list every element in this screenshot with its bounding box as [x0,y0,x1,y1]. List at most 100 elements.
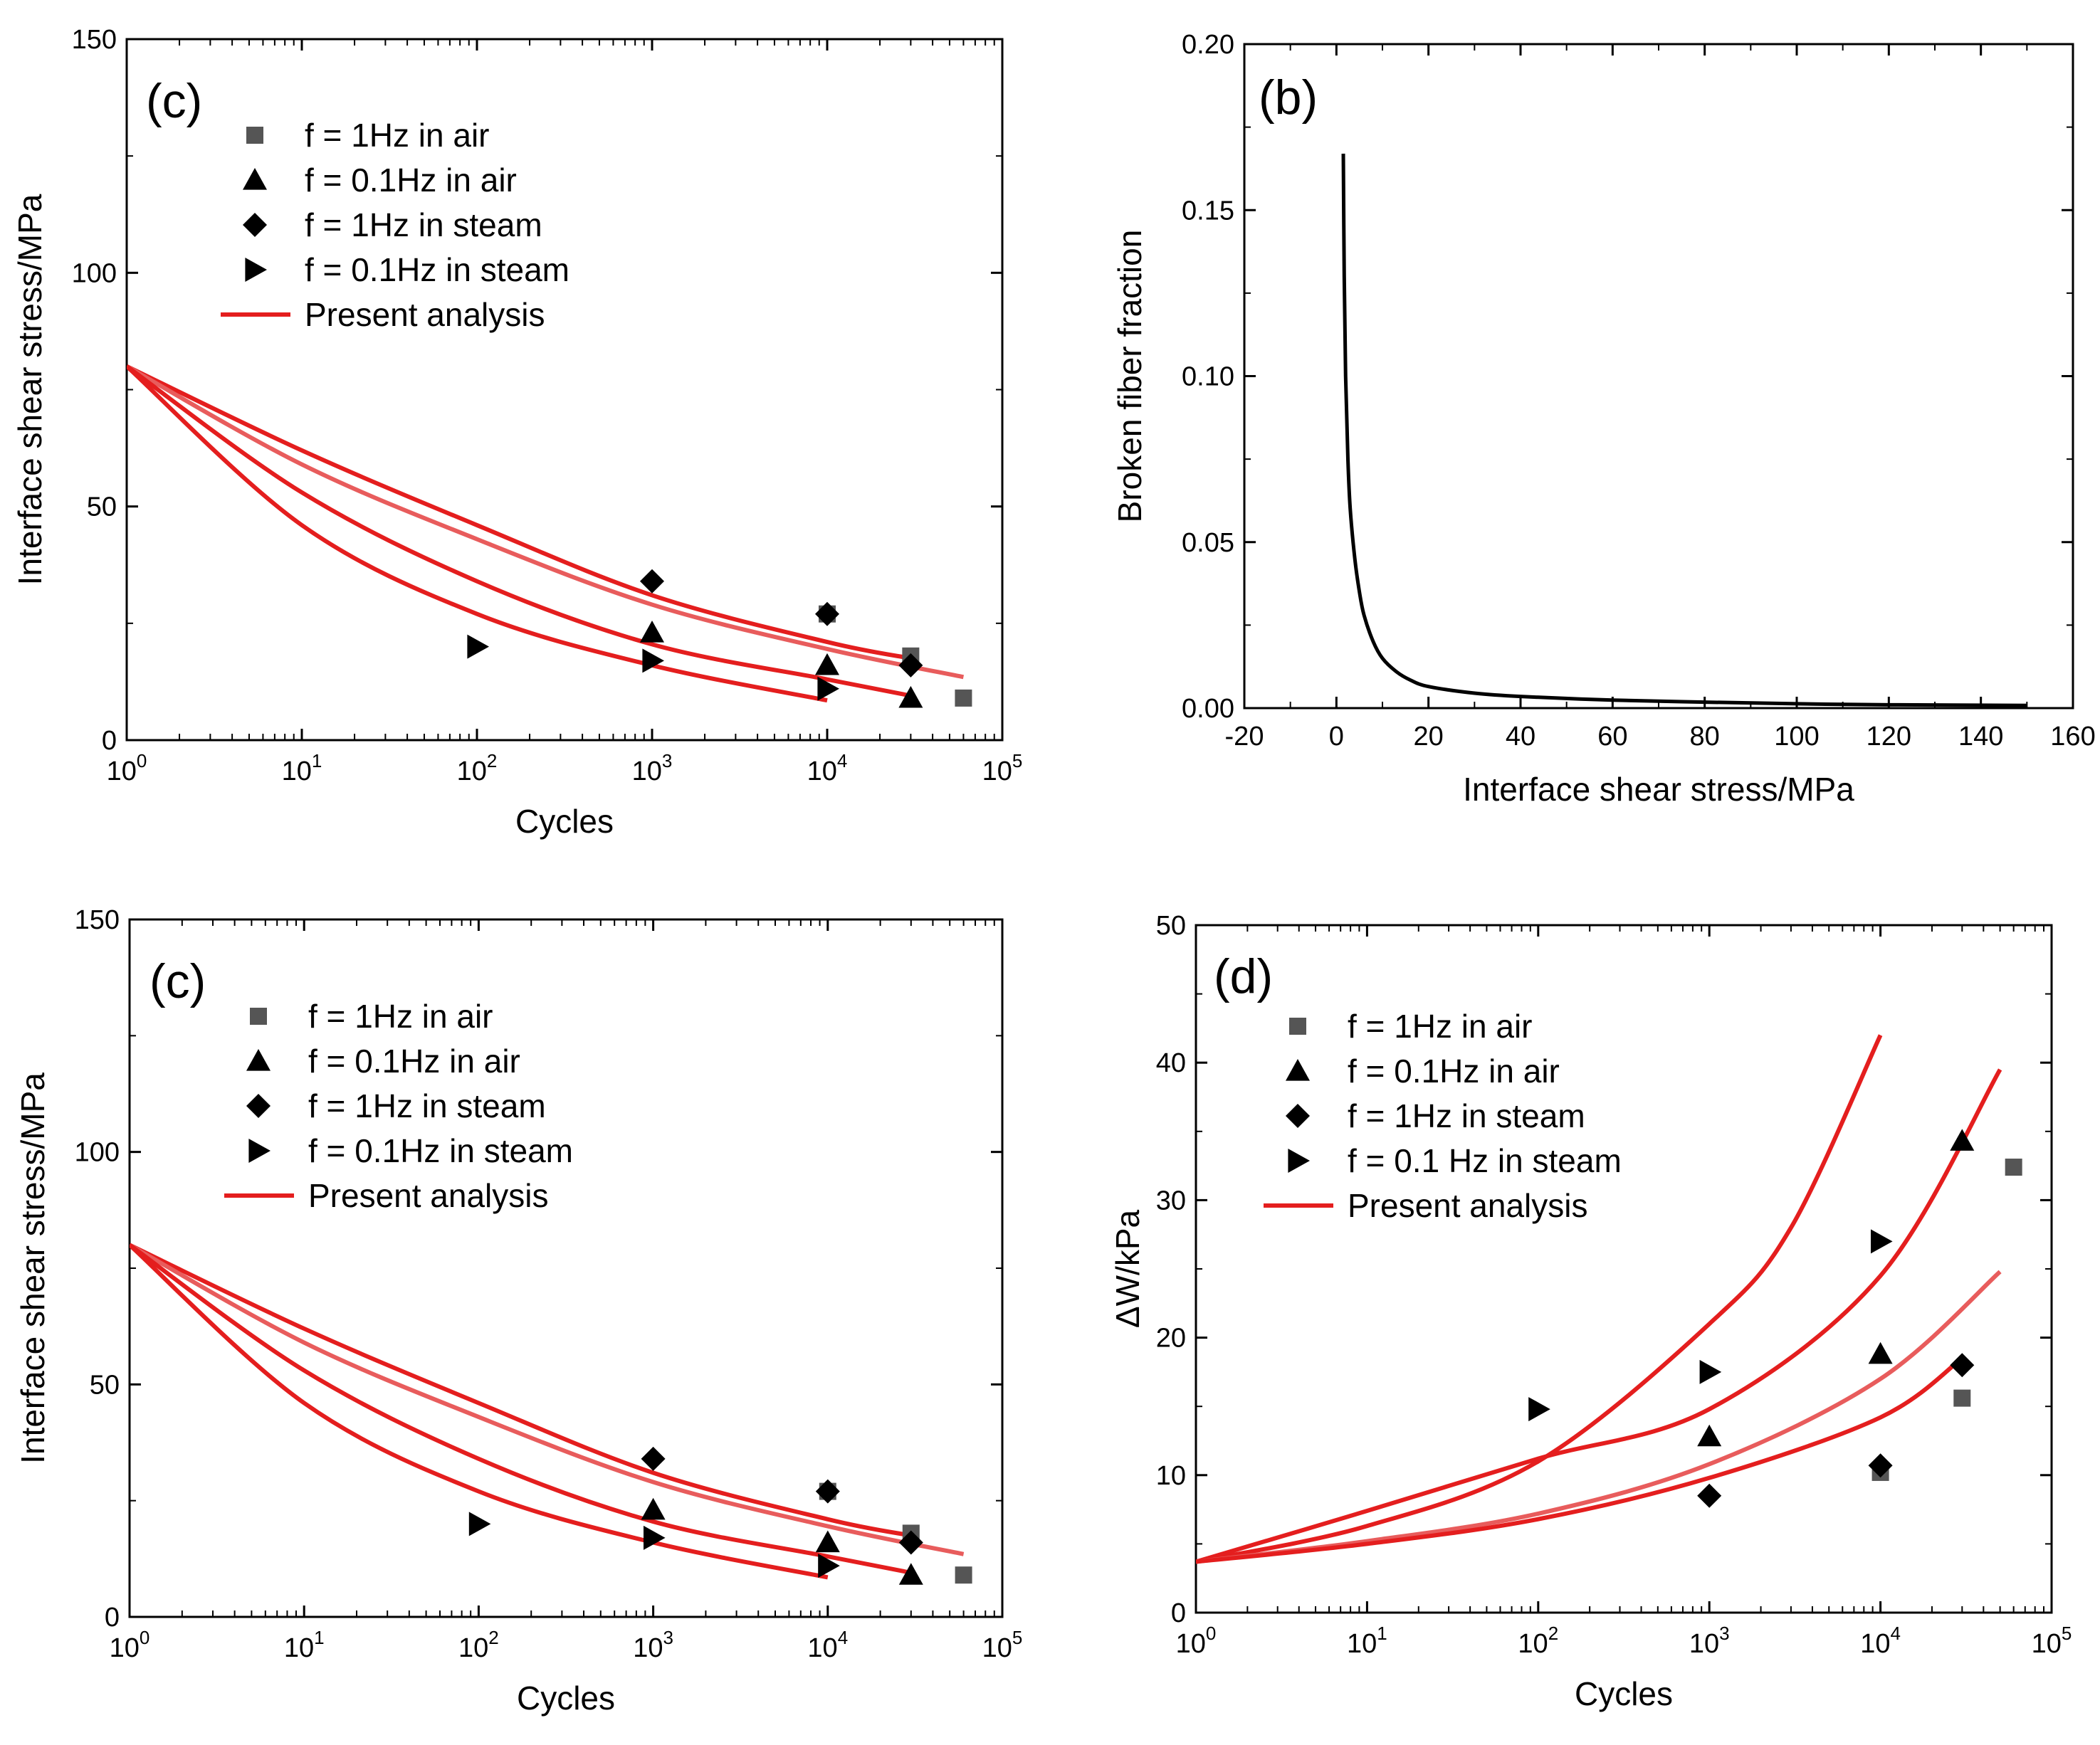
x-tick-label: -20 [1225,722,1264,752]
x-axis-label: Cycles [517,1680,615,1717]
series-line [1196,1068,2002,1564]
x-tick-exponent: 5 [2062,1623,2072,1644]
data-point-diamond [1868,1453,1893,1478]
y-tick-label: 50 [1156,911,1186,941]
x-tick-exponent: 3 [662,750,672,771]
y-tick-label: 0.05 [1182,528,1234,558]
y-axis-label: ΔW/kPa [1109,1209,1146,1328]
data-point-square [955,1566,972,1584]
legend-label: f = 0.1 Hz in steam [1348,1142,1622,1179]
x-tick-exponent: 0 [1206,1623,1216,1644]
x-tick-base: 10 [2032,1629,2062,1659]
x-tick-base: 10 [807,1633,837,1663]
chart-panel_bl: 100 101 102 103 104 105050100150CyclesInterfa… [14,905,1022,1717]
x-tick-base: 10 [110,1633,140,1663]
x-tick-label: 104 [807,750,848,786]
x-tick-exponent: 2 [1548,1623,1558,1644]
data-point-diamond [815,601,839,626]
legend-label: Present analysis [1348,1187,1588,1224]
x-tick-base: 10 [284,1633,314,1663]
legend-marker-diamond [1286,1104,1310,1128]
legend-marker-diamond [243,213,267,237]
x-tick-label: 100 [1176,1623,1217,1659]
x-tick-base: 10 [982,1633,1012,1663]
y-tick-label: 0.15 [1182,196,1234,226]
y-tick-label: 50 [90,1370,120,1400]
x-tick-exponent: 2 [487,750,497,771]
legend-marker-triangle [1286,1059,1310,1081]
x-tick-label: 102 [1518,1623,1558,1659]
data-point-right-triangle [642,648,664,673]
x-tick-label: 105 [982,1627,1023,1663]
x-tick-base: 10 [1860,1629,1890,1659]
legend-label: f = 0.1Hz in air [305,162,517,199]
x-tick-label: 102 [458,1627,499,1663]
data-point-triangle [641,1497,666,1520]
x-tick-label: 105 [982,750,1023,786]
x-tick-base: 10 [1518,1629,1548,1659]
chart-panel_br: 100 101 102 103 104 10501020304050CyclesΔW/kP… [1109,911,2072,1712]
y-tick-label: 50 [87,492,117,522]
data-point-square [955,689,972,707]
y-tick-label: 0.20 [1182,30,1234,60]
series-line [130,1243,965,1556]
y-tick-label: 150 [75,905,120,935]
x-tick-label: 20 [1414,722,1444,752]
x-tick-base: 10 [458,1633,488,1663]
x-tick-exponent: 4 [838,1627,848,1648]
x-tick-exponent: 4 [837,750,847,771]
series-line [127,364,965,680]
y-axis-label: Interface shear stress/MPa [11,194,48,585]
y-tick-label: 150 [72,25,117,55]
y-tick-label: 100 [75,1138,120,1168]
x-tick-label: 100 [110,1627,150,1663]
series-line [1341,153,2027,707]
data-point-square [2005,1159,2022,1176]
legend-marker-square [246,127,263,144]
series-line [130,1243,829,1580]
y-axis-label: Broken fiber fraction [1111,230,1148,523]
y-tick-label: 30 [1156,1186,1186,1216]
legend-label: f = 1Hz in steam [1348,1097,1585,1134]
x-tick-label: 104 [1860,1623,1901,1659]
data-point-diamond [640,569,664,594]
panel-label: (d) [1214,949,1273,1003]
panel-label: (c) [149,954,206,1008]
series-line [1196,1270,2002,1564]
y-tick-label: 0 [102,726,117,756]
x-axis-label: Cycles [1575,1675,1673,1712]
series-line [127,364,911,698]
data-point-right-triangle [818,1554,840,1578]
data-point-diamond [1950,1353,1975,1378]
data-point-right-triangle [1699,1359,1722,1384]
data-point-diamond [898,653,923,678]
panel-label: (c) [146,74,202,128]
y-tick-label: 40 [1156,1048,1186,1078]
x-tick-label: 80 [1690,722,1720,752]
x-tick-exponent: 3 [1719,1623,1729,1644]
legend-label: f = 1Hz in steam [305,206,542,243]
legend-label: f = 1Hz in steam [308,1087,546,1124]
chart-panel_tr: -20 0 20 40 60 80 100 120 140 160 0.00 0.05 0.10 0.15… [1111,30,2096,808]
data-point-square [1953,1389,1971,1407]
data-point-right-triangle [467,634,489,659]
y-tick-label: 0 [1171,1598,1186,1628]
x-tick-base: 10 [1176,1629,1206,1659]
legend-label: f = 0.1Hz in air [308,1043,520,1080]
data-point-right-triangle [468,1512,491,1536]
y-tick-label: 0 [105,1603,120,1633]
legend-label: f = 1Hz in air [308,998,493,1035]
x-tick-exponent: 3 [663,1627,673,1648]
series-line [1196,1034,1883,1564]
data-point-right-triangle [1528,1397,1550,1422]
legend-label: f = 0.1Hz in air [1348,1053,1560,1090]
legend-marker-square [1289,1018,1306,1035]
legend-label: f = 0.1Hz in steam [308,1132,573,1169]
x-tick-label: 101 [1347,1623,1387,1659]
legend-label: f = 1Hz in air [305,117,490,154]
x-tick-label: 101 [282,750,322,786]
series-line [127,364,828,703]
x-tick-base: 10 [282,756,312,786]
y-tick-label: 100 [72,258,117,288]
